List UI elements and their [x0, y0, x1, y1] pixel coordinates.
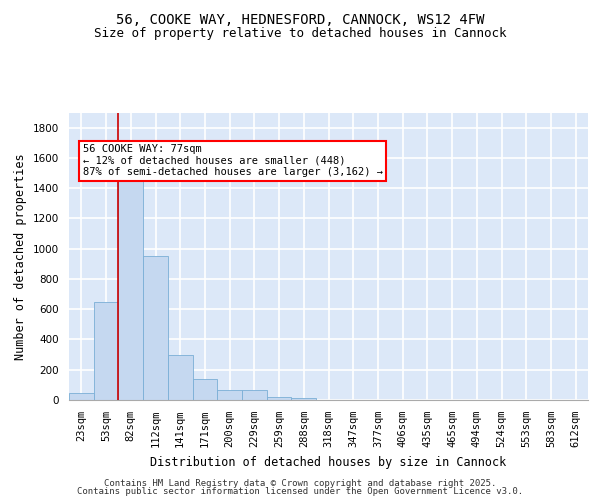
Bar [193, 379, 217, 400]
Text: 56 COOKE WAY: 77sqm
← 12% of detached houses are smaller (448)
87% of semi-detac: 56 COOKE WAY: 77sqm ← 12% of detached ho… [83, 144, 383, 178]
Bar [242, 390, 267, 400]
Bar [292, 398, 316, 400]
Bar [94, 302, 118, 400]
Text: 56, COOKE WAY, HEDNESFORD, CANNOCK, WS12 4FW: 56, COOKE WAY, HEDNESFORD, CANNOCK, WS12… [116, 12, 484, 26]
Text: Contains public sector information licensed under the Open Government Licence v3: Contains public sector information licen… [77, 487, 523, 496]
Y-axis label: Number of detached properties: Number of detached properties [14, 153, 28, 360]
Text: Size of property relative to detached houses in Cannock: Size of property relative to detached ho… [94, 28, 506, 40]
Bar [118, 173, 143, 400]
X-axis label: Distribution of detached houses by size in Cannock: Distribution of detached houses by size … [151, 456, 506, 468]
Bar [168, 354, 193, 400]
Bar [217, 390, 242, 400]
Bar [267, 397, 292, 400]
Bar [69, 393, 94, 400]
Bar [143, 256, 168, 400]
Text: Contains HM Land Registry data © Crown copyright and database right 2025.: Contains HM Land Registry data © Crown c… [104, 478, 496, 488]
